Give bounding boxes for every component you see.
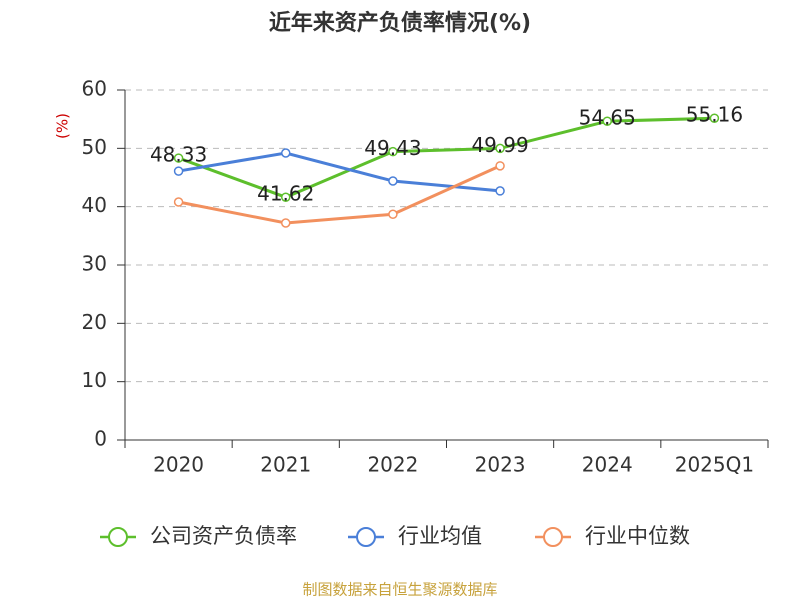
x-tick-label: 2022 <box>367 453 418 477</box>
y-tick-label: 10 <box>82 368 107 392</box>
point <box>173 197 184 207</box>
point <box>281 192 291 202</box>
y-tick-label: 50 <box>82 135 107 159</box>
y-tick-label: 60 <box>82 77 107 101</box>
data-label: 54.65 <box>579 106 636 130</box>
data-label: 49.43 <box>364 136 421 160</box>
series-line <box>178 116 715 199</box>
legend-marker <box>356 527 376 547</box>
point <box>388 209 398 219</box>
x-tick-label: 2021 <box>260 453 311 477</box>
series-line <box>178 151 501 193</box>
legend-marker <box>543 527 563 547</box>
point <box>173 166 184 176</box>
point <box>709 113 720 123</box>
data-label: 48.33 <box>150 143 207 167</box>
y-tick-label: 40 <box>82 193 107 217</box>
y-axis-label: (%) <box>54 113 72 139</box>
x-tick-label: 2025Q1 <box>675 453 754 477</box>
legend-label: 行业均值 <box>398 524 482 548</box>
point <box>281 218 291 228</box>
point <box>388 146 398 157</box>
point <box>495 143 505 154</box>
x-tick-label: 2024 <box>582 453 633 477</box>
data-label: 55.16 <box>686 103 743 127</box>
point <box>173 153 184 163</box>
y-tick-label: 20 <box>82 310 107 334</box>
source-note: 制图数据来自恒生聚源数据库 <box>302 581 497 599</box>
legend-label: 行业中位数 <box>585 524 690 548</box>
chart-title: 近年来资产负债率情况(%) <box>269 10 531 36</box>
data-label: 49.99 <box>471 133 528 157</box>
y-tick-label: 30 <box>82 252 107 276</box>
data-label: 41.62 <box>257 182 314 206</box>
point <box>388 176 398 186</box>
y-tick-label: 0 <box>94 427 107 451</box>
series-line <box>178 164 501 225</box>
legend-label: 公司资产负债率 <box>150 524 297 548</box>
point <box>602 116 612 126</box>
legend-marker <box>108 527 128 547</box>
point <box>281 148 291 158</box>
point <box>495 161 505 171</box>
point <box>495 186 505 196</box>
x-tick-label: 2020 <box>153 453 204 477</box>
x-tick-label: 2023 <box>475 453 526 477</box>
